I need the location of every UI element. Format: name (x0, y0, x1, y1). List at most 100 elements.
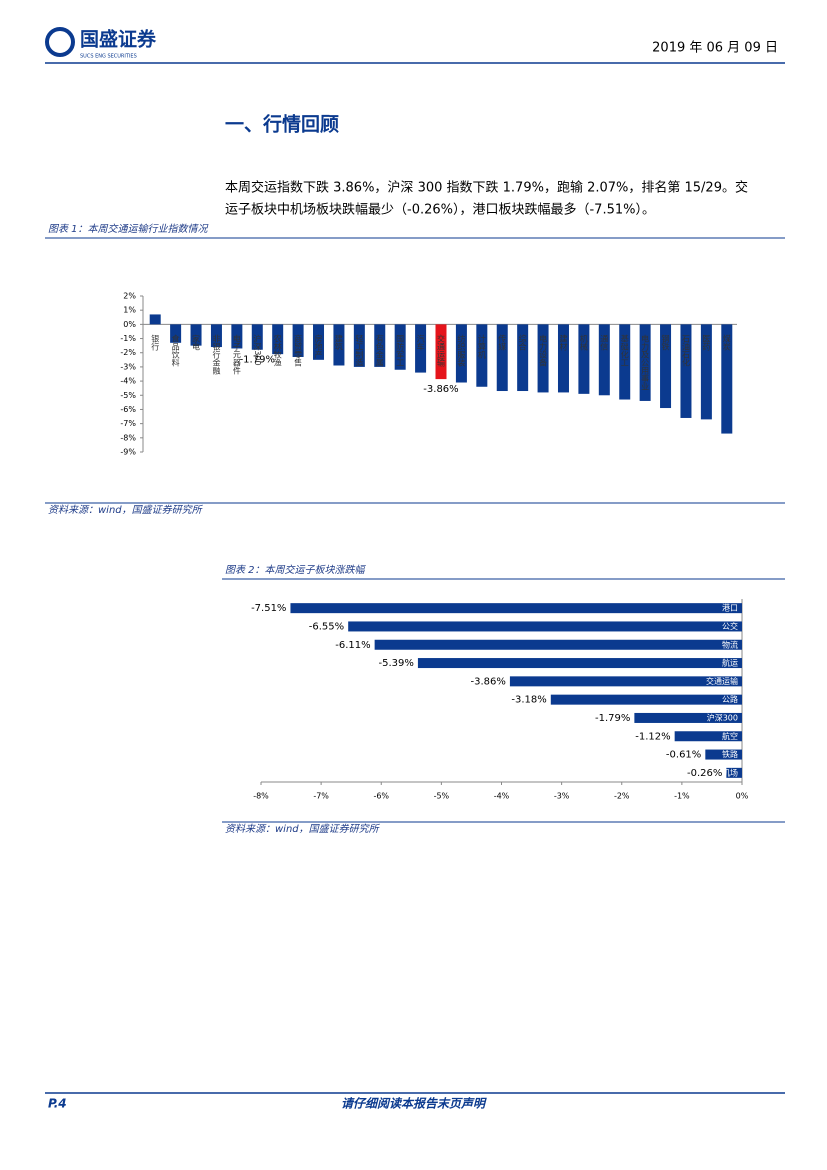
value-label: -6.55% (309, 621, 344, 632)
x-tick-label: 0% (736, 792, 749, 801)
x-tick-label: 建材 (559, 333, 568, 350)
logo-text: 国盛证券 (80, 28, 157, 51)
x-tick-label: 基础化工 (620, 333, 629, 366)
value-label: -7.51% (251, 603, 286, 614)
bar (476, 324, 488, 387)
value-label: -3.18% (511, 695, 546, 706)
bar (417, 658, 742, 669)
bar (374, 324, 386, 367)
bar (415, 324, 427, 373)
bar (619, 324, 631, 400)
bar (496, 324, 508, 392)
y-tick-label: -5% (120, 391, 136, 400)
figure-source: 资料来源：wind，国盛证券研究所 (225, 823, 381, 835)
value-label: -5.39% (379, 658, 414, 669)
x-tick-label: 传媒 (498, 333, 507, 351)
category-label: 公交 (722, 621, 738, 631)
y-tick-label: -4% (120, 377, 136, 386)
x-tick-label: -4% (494, 792, 510, 801)
x-tick-label: -1% (674, 792, 690, 801)
bar (374, 639, 742, 650)
x-tick-label: 交通运输 (437, 333, 446, 367)
x-tick-label: -8% (253, 792, 269, 801)
category-label: 铁路 (722, 749, 738, 759)
bar (435, 324, 447, 380)
bar (726, 767, 742, 778)
x-tick-label: 石油石化 (681, 334, 690, 367)
bar (353, 324, 365, 367)
x-tick-label: 通信 (600, 333, 609, 351)
x-tick-label: 电子元器件 (232, 333, 241, 375)
bar (170, 324, 182, 343)
bar (272, 324, 284, 355)
x-tick-label: 电力及公用事业 (641, 333, 650, 390)
page-number: P.4 (48, 1097, 67, 1111)
bar (517, 324, 529, 392)
category-label: 公路 (722, 694, 738, 704)
figure-source: 资料来源：wind，国盛证券研究所 (48, 504, 204, 516)
bar (674, 731, 742, 742)
bar (231, 324, 243, 349)
value-label: -3.86% (423, 384, 458, 395)
bar (251, 324, 263, 350)
x-tick-label: -7% (313, 792, 329, 801)
y-tick-label: 0% (123, 320, 136, 329)
bar (210, 324, 222, 348)
y-tick-label: -2% (120, 348, 136, 357)
x-tick-label: 机械 (579, 333, 588, 351)
bar (660, 324, 672, 409)
y-tick-label: -8% (120, 433, 136, 442)
logo-sub: SUCS ENG SECURITIES (80, 54, 137, 60)
x-tick-label: 非银行金融 (212, 333, 221, 375)
x-tick-label: 汽车 (416, 333, 425, 351)
bar (639, 324, 651, 401)
bar (313, 324, 325, 360)
bar (149, 314, 161, 325)
value-label: -0.61% (666, 750, 701, 761)
y-tick-label: -1% (120, 334, 136, 343)
x-tick-label: 纺织服装 (457, 333, 466, 367)
bar (700, 324, 712, 420)
logo-icon (45, 27, 75, 57)
bar (598, 324, 610, 396)
value-label: -6.11% (335, 640, 370, 651)
figure-caption: 图表 1：本周交通运输行业指数情况 (48, 223, 209, 235)
bar (680, 324, 692, 418)
x-tick-label: 商贸零售 (294, 333, 303, 367)
category-label: 机场 (722, 767, 738, 777)
x-tick-label: 银行 (151, 333, 160, 351)
category-label: 沪深300 (707, 712, 738, 722)
x-tick-label: 有色金属 (375, 333, 384, 367)
x-tick-label: 煤炭 (722, 333, 731, 351)
x-tick-label: 综合 (518, 333, 527, 351)
x-tick-label: 农林牧渔 (273, 333, 282, 366)
value-label: -1.12% (635, 731, 670, 742)
value-label: -1.79% (240, 355, 275, 366)
x-tick-label: -2% (614, 792, 630, 801)
y-tick-label: 2% (123, 292, 136, 301)
footer-note: 请仔细阅读本报告末页声明 (341, 1097, 487, 1111)
x-tick-label: 电力设备 (539, 333, 548, 367)
x-tick-label: 国防军工 (396, 334, 405, 366)
x-tick-label: 建筑 (334, 333, 343, 351)
bar (509, 676, 742, 687)
bar (455, 324, 467, 383)
bar (578, 324, 590, 394)
x-tick-label: 沪深300 (253, 333, 262, 365)
value-label: -3.86% (471, 676, 506, 687)
bar (290, 603, 742, 614)
x-tick-label: -6% (373, 792, 389, 801)
bar (292, 324, 304, 357)
bar (537, 324, 549, 393)
bar (557, 324, 569, 393)
y-tick-label: -9% (120, 448, 136, 457)
y-tick-label: -6% (120, 405, 136, 414)
date: 2019 年 06 月 09 日 (652, 41, 778, 56)
category-label: 航空 (722, 731, 738, 741)
category-label: 交通运输 (706, 676, 738, 686)
y-tick-label: 1% (123, 306, 136, 315)
x-tick-label: 家电 (192, 333, 201, 350)
x-tick-label: 医药 (702, 334, 711, 351)
